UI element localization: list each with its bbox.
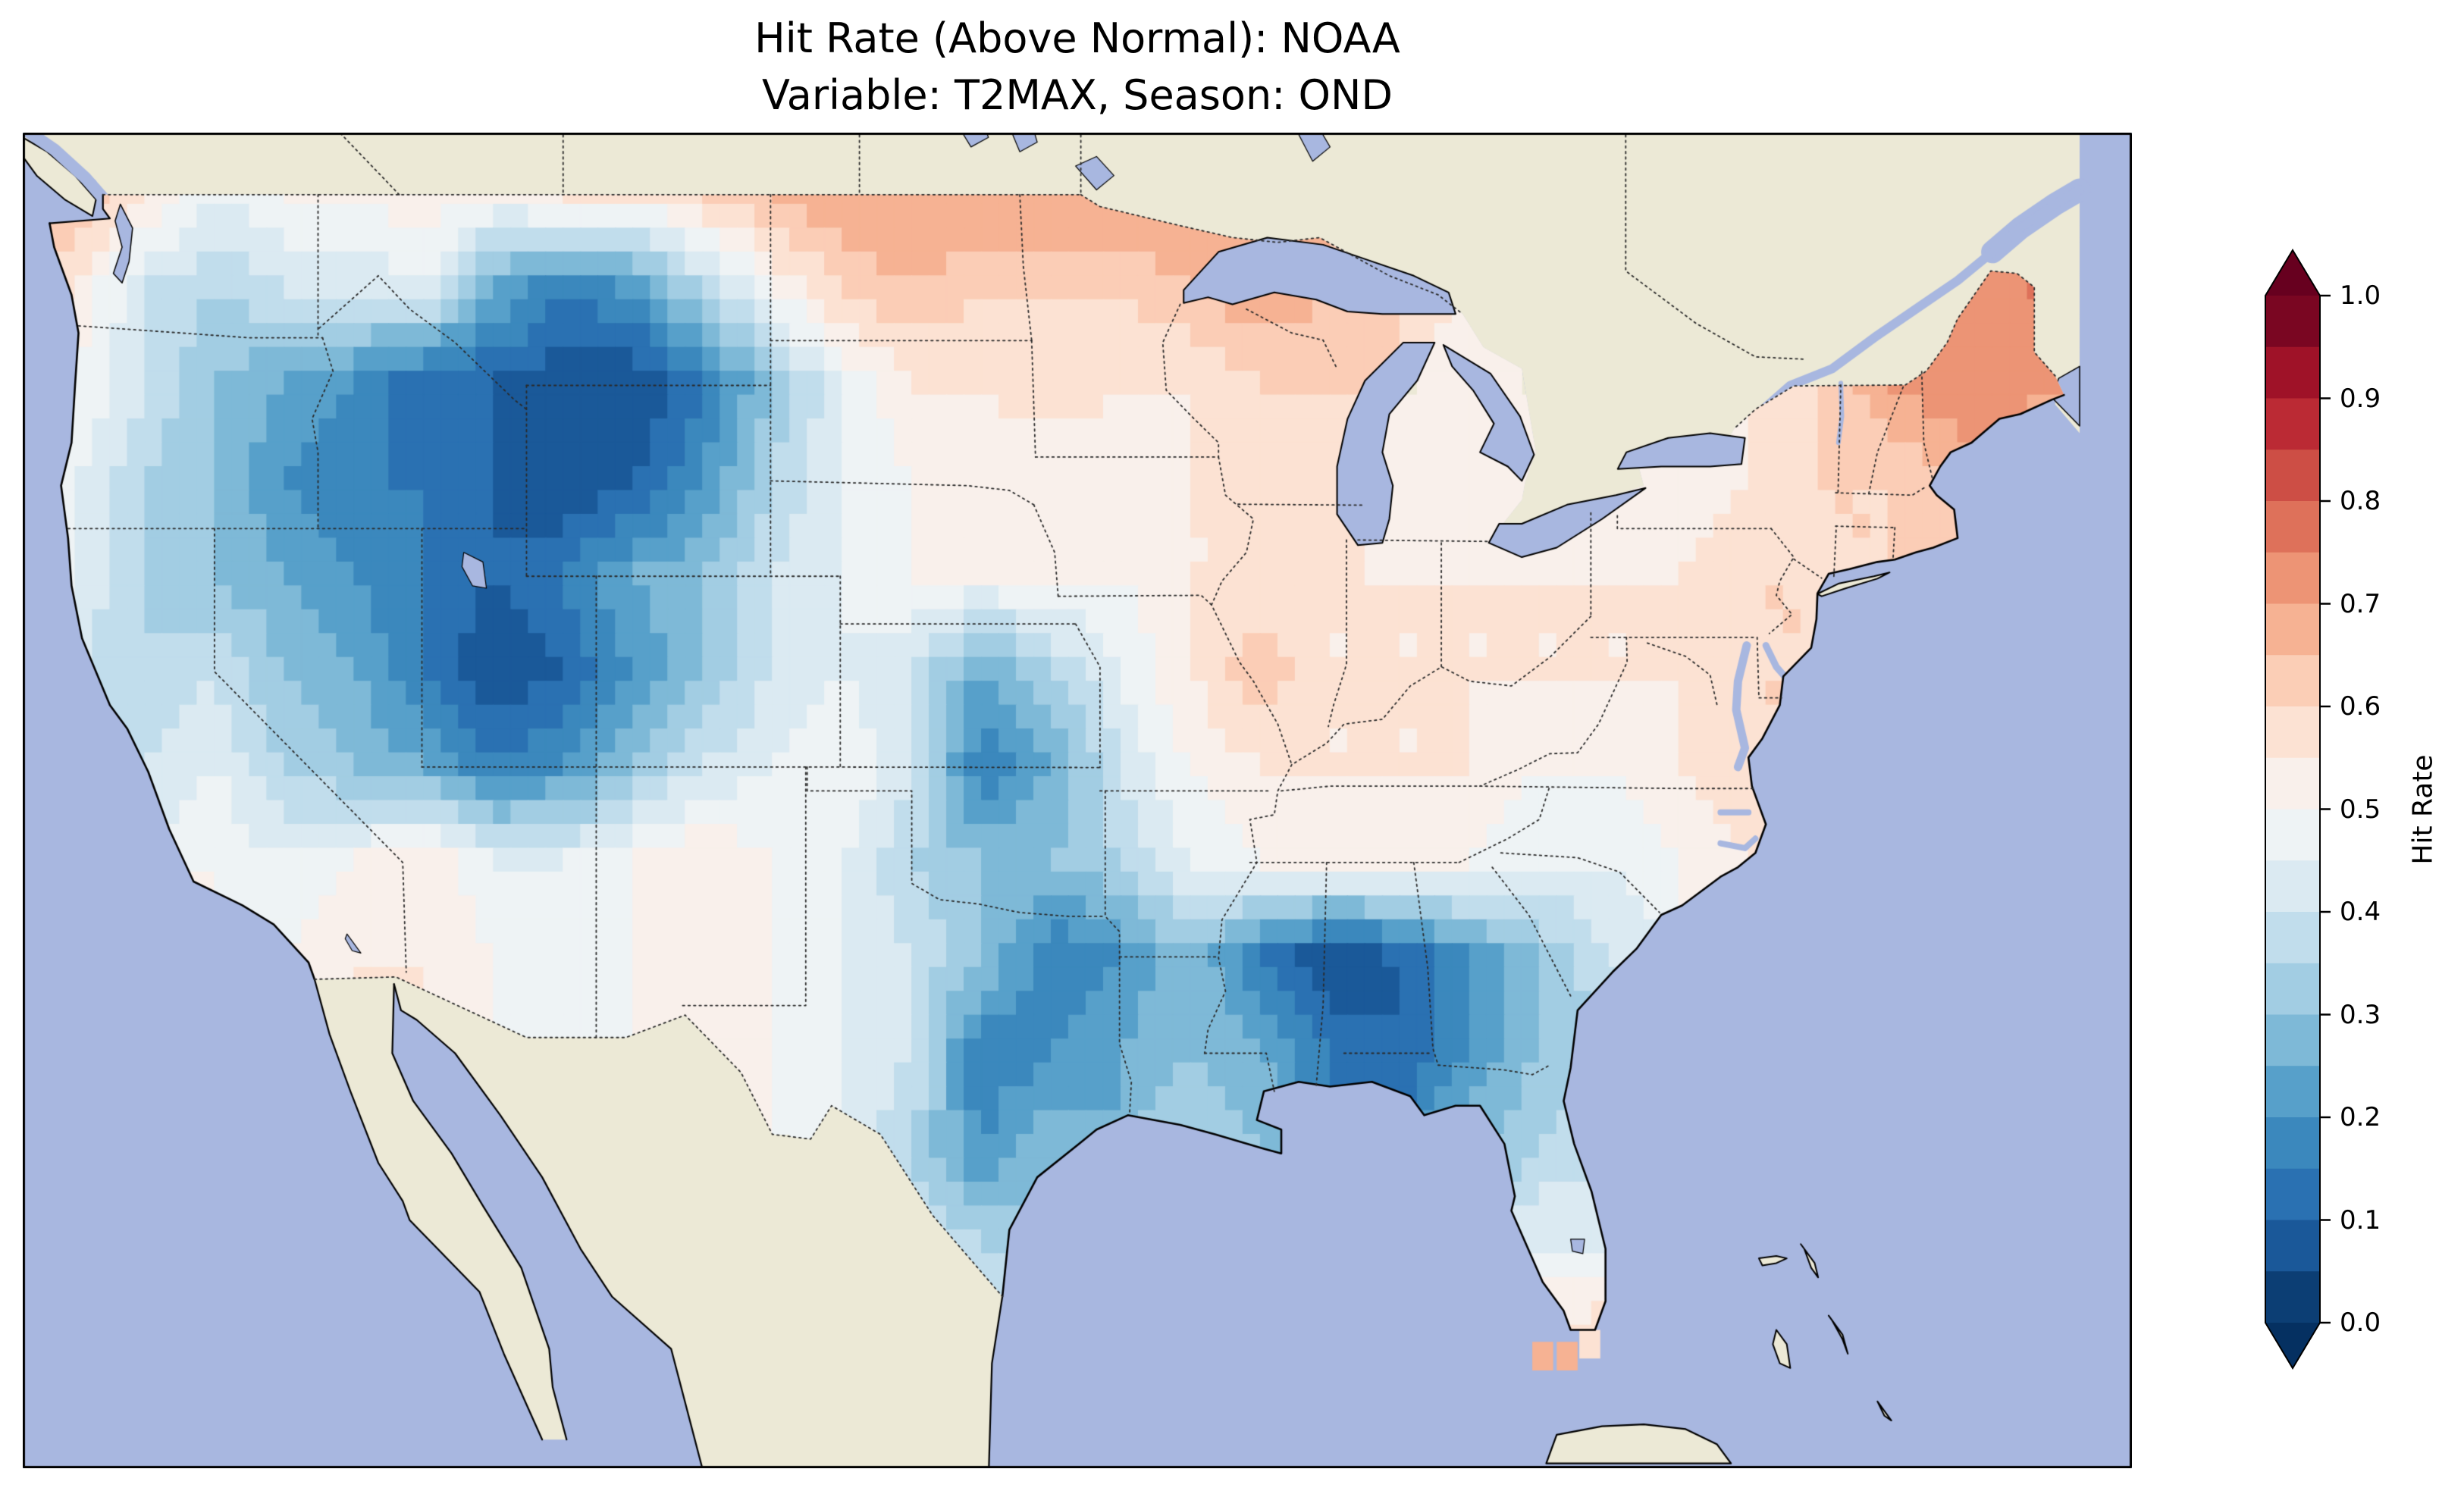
colorbar-tick-label: 0.1 [2340,1204,2381,1236]
figure-title: Hit Rate (Above Normal): NOAA Variable: … [23,11,2132,124]
colorbar-tick-label: 0.8 [2340,486,2381,516]
colorbar-segment [2265,706,2320,759]
colorbar-segment [2265,449,2320,502]
colorbar-tick-label: 0.9 [2340,383,2381,414]
colorbar-segment [2265,398,2320,451]
figure-title-line2: Variable: T2MAX, Season: OND [761,70,1393,119]
colorbar-label: Hit Rate [2407,754,2439,865]
map-canvas [23,133,2132,1468]
colorbar-segment [2265,346,2320,399]
colorbar-segment [2265,655,2320,707]
colorbar-segment [2265,501,2320,553]
colorbar-segment [2265,963,2320,1016]
colorbar-segment [2265,552,2320,605]
colorbar-tick-label: 0.4 [2340,897,2381,927]
colorbar-segment [2265,603,2320,656]
colorbar-tick-label: 0.0 [2340,1308,2381,1338]
map-axes [23,133,2132,1468]
colorbar-over-arrow [2265,250,2320,296]
colorbar-segment [2265,1014,2320,1067]
colorbar-tick-label: 0.6 [2340,691,2381,722]
colorbar-tick-label: 1.0 [2340,280,2381,311]
colorbar-under-arrow [2265,1323,2320,1368]
colorbar-segment [2265,912,2320,964]
figure-title-line1: Hit Rate (Above Normal): NOAA [754,14,1400,62]
colorbar-segment [2265,1220,2320,1273]
colorbar-tick-label: 0.2 [2340,1102,2381,1132]
colorbar-tick-label: 0.5 [2340,794,2381,825]
colorbar-segment [2265,1117,2320,1170]
colorbar [2265,249,2331,1370]
colorbar-segment [2265,1066,2320,1118]
colorbar-segment [2265,860,2320,913]
colorbar-segment [2265,1168,2320,1221]
colorbar-tick-label: 0.3 [2340,999,2381,1030]
colorbar-segment [2265,1271,2320,1323]
colorbar-segment [2265,757,2320,810]
colorbar-segment [2265,296,2320,348]
colorbar-tick-label: 0.7 [2340,588,2381,619]
colorbar-segment [2265,809,2320,862]
